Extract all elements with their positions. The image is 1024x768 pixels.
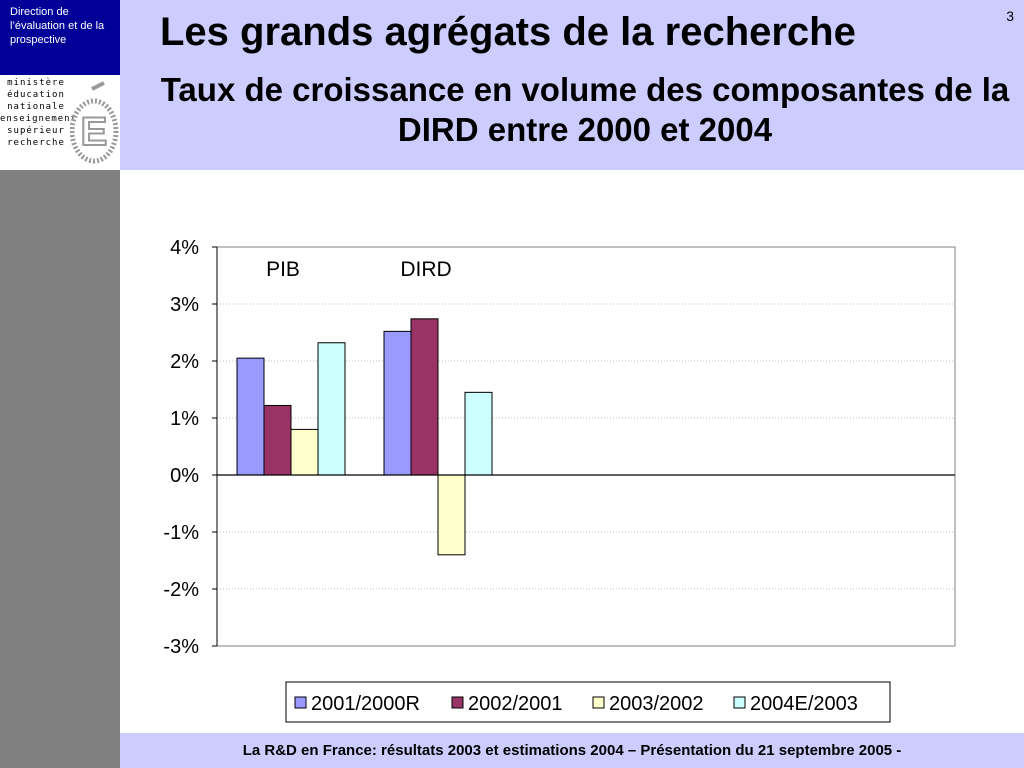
- logo-line: ministère: [7, 78, 65, 88]
- legend-label: 2002/2001: [468, 693, 563, 715]
- logo-line: recherche: [7, 138, 65, 148]
- logo-line: supérieur: [7, 126, 65, 136]
- logo-text: ministère éducation nationale enseigneme…: [0, 77, 78, 149]
- category-labels: PIB DIRD: [266, 258, 452, 281]
- svg-text:E: E: [81, 110, 108, 154]
- footer-text: La R&D en France: résultats 2003 et esti…: [242, 742, 902, 759]
- legend-swatch: [451, 696, 464, 709]
- growth-bar-chart: -3%-2%-1%0%1%2%3%4% PIB DIRD 2001/2000R 20…: [163, 237, 956, 723]
- page-title: Les grands agrégats de la recherche: [160, 10, 856, 54]
- org-name: Direction de l’évaluation et de la prosp…: [10, 6, 105, 46]
- category-label: PIB: [266, 258, 300, 281]
- bar: [383, 330, 412, 476]
- logo-line: enseignement: [0, 114, 78, 124]
- legend: 2001/2000R 2002/2001 2003/2002 2004E/2003: [285, 681, 891, 723]
- y-tick-label: 1%: [170, 408, 199, 430]
- ministry-logo: ministère éducation nationale enseigneme…: [0, 75, 120, 170]
- page-number: 3: [1006, 8, 1014, 24]
- y-tick-label: -2%: [163, 579, 199, 601]
- y-tick-label: 4%: [170, 237, 199, 259]
- sidebar: [0, 170, 120, 768]
- ministry-e-logo-icon: E: [70, 81, 119, 164]
- footer-band: La R&D en France: résultats 2003 et esti…: [120, 733, 1024, 768]
- bar: [317, 342, 346, 476]
- legend-label: 2001/2000R: [311, 693, 420, 715]
- y-tick-label: -3%: [163, 636, 199, 658]
- legend-swatch: [733, 696, 746, 709]
- y-tick-label: 0%: [170, 465, 199, 487]
- header-band: [120, 0, 1024, 170]
- y-tick-label: 2%: [170, 351, 199, 373]
- legend-label: 2004E/2003: [750, 693, 858, 715]
- page-subtitle: Taux de croissance en volume des composa…: [160, 71, 1010, 148]
- bar: [290, 428, 319, 476]
- legend-swatch: [294, 696, 307, 709]
- category-label: DIRD: [400, 258, 451, 281]
- bars: [217, 318, 955, 556]
- bar: [464, 391, 493, 476]
- bar: [263, 404, 292, 476]
- logo-line: éducation: [7, 90, 65, 100]
- y-tick-label: 3%: [170, 294, 199, 316]
- legend-box: [285, 681, 891, 723]
- y-tick-label: -1%: [163, 522, 199, 544]
- bar: [236, 357, 265, 476]
- legend-label: 2003/2002: [609, 693, 704, 715]
- bar: [410, 318, 439, 476]
- org-banner: Direction de l’évaluation et de la prosp…: [0, 0, 120, 75]
- bar: [437, 474, 466, 556]
- legend-swatch: [592, 696, 605, 709]
- logo-line: nationale: [7, 102, 65, 112]
- y-axis: -3% -2% -1% 0% 1% 2% 3% 4%: [163, 237, 218, 658]
